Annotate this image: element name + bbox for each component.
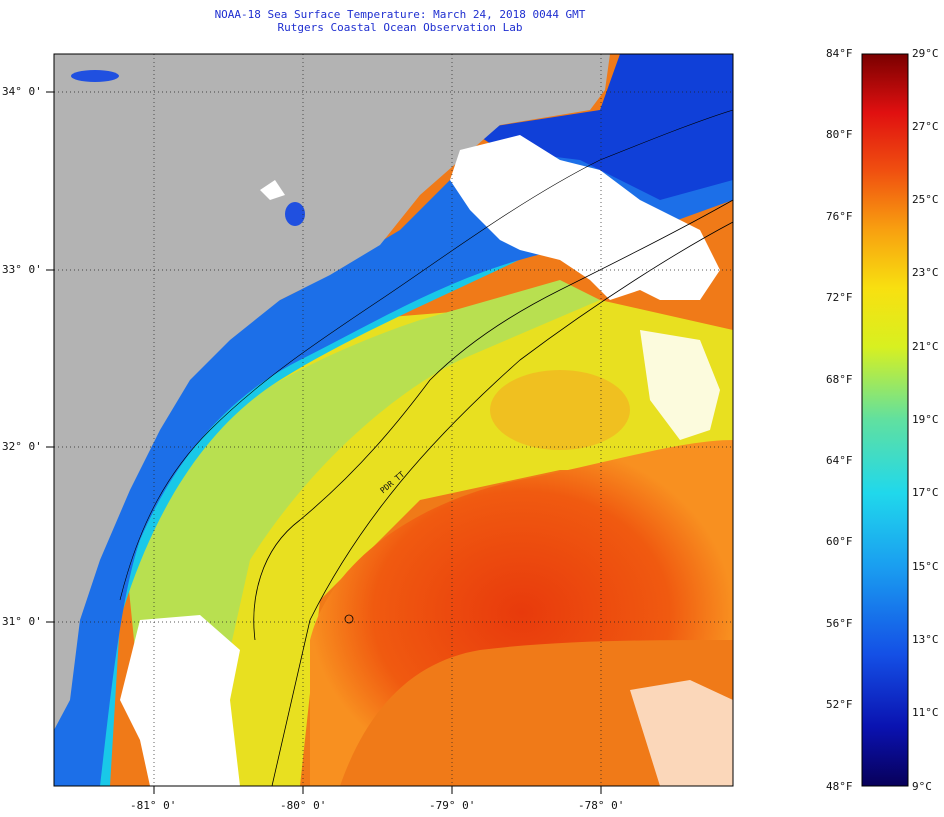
cb-c-label: 23°C [912, 266, 939, 279]
lat-label-32: 32° 0' [2, 440, 42, 453]
buoy-marker [344, 614, 354, 624]
map-image [54, 54, 733, 786]
cb-c-label: 13°C [912, 633, 939, 646]
cb-f-label: 56°F [826, 617, 853, 630]
lat-label-34: 34° 0' [2, 85, 42, 98]
lat-label-31: 31° 0' [2, 615, 42, 628]
cb-f-label: 76°F [826, 210, 853, 223]
axis-ticks [46, 91, 602, 794]
map-subtitle: Rutgers Coastal Ocean Observation Lab [277, 21, 523, 34]
cb-c-label: 9°C [912, 780, 932, 793]
cb-f-label: 60°F [826, 535, 853, 548]
cb-c-label: 25°C [912, 193, 939, 206]
isobath-contour [253, 199, 733, 641]
map-frame [53, 53, 734, 787]
cb-c-label: 29°C [912, 47, 939, 60]
gulf-stream [310, 440, 733, 786]
cb-c-label: 17°C [912, 486, 939, 499]
colorbar [861, 53, 909, 787]
cb-c-label: 27°C [912, 120, 939, 133]
cb-c-label: 21°C [912, 340, 939, 353]
shelf-break-line [271, 221, 733, 786]
inland-water-patch [71, 70, 119, 82]
map-title: NOAA-18 Sea Surface Temperature: March 2… [214, 8, 586, 21]
lon-label-80: -80° 0' [280, 799, 327, 812]
cb-f-label: 68°F [826, 373, 853, 386]
cb-c-label: 11°C [912, 706, 939, 719]
cloud-mask [120, 135, 733, 786]
nearshore-cold-patch [285, 202, 305, 226]
lon-label-81: -81° 0' [130, 799, 177, 812]
lat-label-33: 33° 0' [2, 263, 42, 276]
warm-eddy [490, 370, 630, 450]
mid-shelf-water [120, 280, 600, 700]
land-area [54, 54, 610, 730]
lon-label-79: -79° 0' [429, 799, 476, 812]
cb-f-label: 80°F [826, 128, 853, 141]
cb-f-label: 84°F [826, 47, 853, 60]
cb-f-label: 64°F [826, 454, 853, 467]
cb-f-label: 52°F [826, 698, 853, 711]
cb-c-label: 19°C [912, 413, 939, 426]
cb-f-label: 48°F [826, 780, 853, 793]
cb-c-label: 15°C [912, 560, 939, 573]
cb-f-label: 72°F [826, 291, 853, 304]
coastline-contour [119, 109, 733, 601]
northern-cold-water [470, 54, 733, 200]
lon-label-78: -78° 0' [578, 799, 625, 812]
